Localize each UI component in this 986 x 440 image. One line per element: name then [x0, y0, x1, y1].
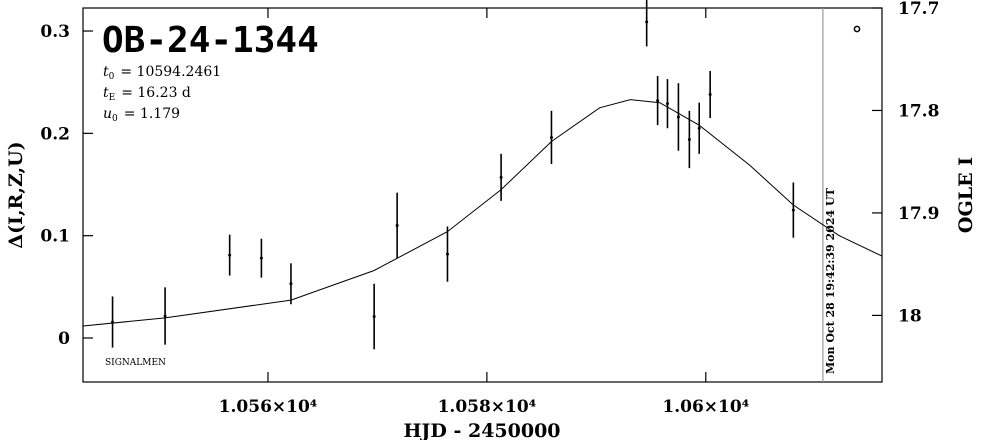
- date-label: Mon Oct 28 19:42:39 2024 UT: [824, 187, 837, 374]
- annotation-sub: 0: [112, 114, 118, 124]
- x-tick-label: 1.06×10⁴: [662, 397, 749, 417]
- data-point: [549, 135, 553, 139]
- y-tick-label: 0: [58, 329, 70, 349]
- x-axis-label: HJD - 2450000: [403, 420, 560, 440]
- annotation-sub: 0: [109, 72, 115, 82]
- annotation-var: u: [103, 106, 112, 122]
- annotation: tE = 16.23 d: [103, 85, 191, 103]
- plot-frame: [82, 7, 883, 383]
- x-tick-label: 1.056×10⁴: [219, 397, 318, 417]
- y2-tick-label: 17.7: [898, 0, 939, 19]
- data-point: [289, 282, 293, 286]
- data-point: [111, 320, 115, 324]
- annotation: t0 = 10594.2461: [103, 64, 221, 82]
- y-tick-label: 0.3: [40, 22, 70, 42]
- data-point: [645, 20, 649, 24]
- annotation-var: t: [103, 64, 109, 80]
- y2-tick-label: 17.8: [898, 101, 939, 121]
- data-point: [708, 92, 712, 96]
- data-point: [372, 315, 376, 319]
- annotation-rest: = 16.23 d: [121, 85, 191, 101]
- data-point: [259, 256, 263, 260]
- model-curve: [82, 99, 883, 327]
- data-point: [676, 115, 680, 119]
- y2-tick-label: 17.9: [898, 204, 939, 224]
- chart-title: OB-24-1344: [102, 20, 319, 61]
- annotation-rest: = 10594.2461: [120, 64, 221, 80]
- y2-axis-label: OGLE I: [955, 157, 977, 233]
- annotation-rest: = 1.179: [124, 106, 180, 122]
- data-point: [163, 314, 167, 318]
- data-point: [687, 137, 691, 141]
- annotation-sub: E: [109, 93, 116, 103]
- data-point: [395, 223, 399, 227]
- y-tick-label: 0.1: [40, 227, 70, 247]
- y-tick-label: 0.2: [40, 124, 70, 144]
- footnote: SIGNALMEN: [105, 358, 166, 368]
- data-point: [228, 253, 232, 257]
- x-tick-label: 1.058×10⁴: [438, 397, 537, 417]
- data-point: [499, 175, 503, 179]
- data-point: [697, 126, 701, 130]
- symbol: [853, 25, 861, 33]
- data-point: [791, 208, 795, 212]
- data-point: [445, 252, 449, 256]
- y-axis-label: Δ(I,R,Z,U): [5, 141, 27, 248]
- annotation-var: t: [103, 85, 109, 101]
- annotation: u0 = 1.179: [103, 106, 180, 124]
- data-point: [656, 99, 660, 103]
- data-point: [665, 102, 669, 106]
- y2-tick-label: 18: [898, 306, 922, 326]
